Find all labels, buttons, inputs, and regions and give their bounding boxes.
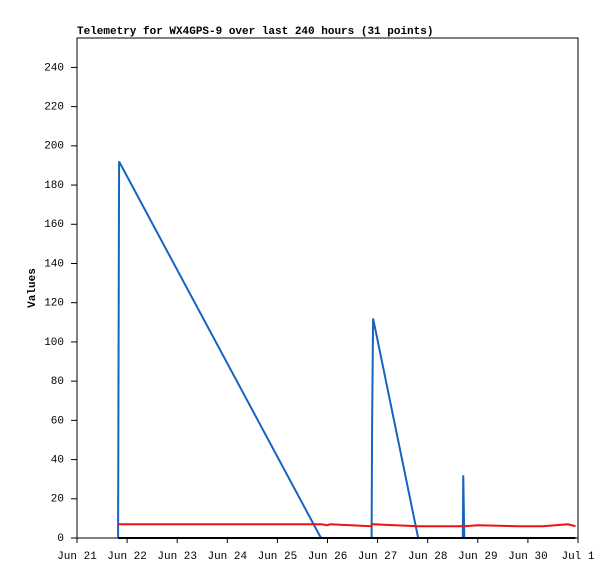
y-tick-label: 160	[44, 219, 64, 231]
series-line	[118, 523, 576, 528]
x-tick-label: Jun 23	[157, 551, 197, 563]
chart-title: Telemetry for WX4GPS-9 over last 240 hou…	[77, 26, 433, 38]
y-tick-label: 120	[44, 298, 64, 310]
x-tick-label: Jun 28	[408, 551, 448, 563]
x-tick-label: Jun 30	[508, 551, 548, 563]
x-tick-label: Jun 27	[358, 551, 398, 563]
y-tick-label: 220	[44, 102, 64, 114]
x-tick-label: Jul 1	[561, 551, 594, 563]
plot-frame	[76, 37, 579, 539]
y-tick-label: 140	[44, 258, 64, 270]
x-tick-label: Jun 24	[207, 551, 247, 563]
y-axis-label: Values	[27, 268, 39, 308]
y-tick-label: 80	[51, 376, 64, 388]
x-tick-label: Jun 21	[57, 551, 97, 563]
x-tick-label: Jun 25	[258, 551, 298, 563]
y-tick-label: 100	[44, 337, 64, 349]
series-line	[117, 161, 576, 539]
x-tick-label: Jun 26	[308, 551, 348, 563]
x-tick-label: Jun 29	[458, 551, 498, 563]
y-tick-label: 180	[44, 180, 64, 192]
y-tick-label: 20	[51, 494, 64, 506]
y-tick-label: 40	[51, 454, 64, 466]
x-tick-label: Jun 22	[107, 551, 147, 563]
y-tick-label: 200	[44, 141, 64, 153]
y-tick-label: 240	[44, 62, 64, 74]
y-tick-label: 0	[57, 533, 64, 545]
y-tick-label: 60	[51, 415, 64, 427]
